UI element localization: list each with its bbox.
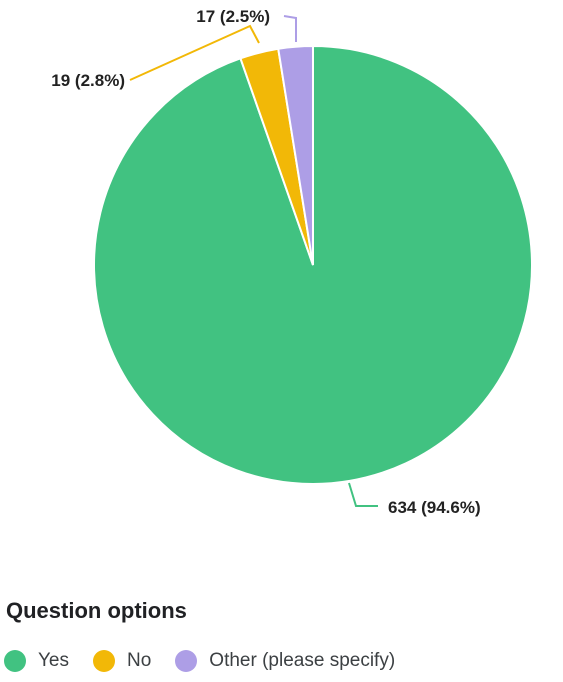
- pie-chart: 634 (94.6%) 19 (2.8%) 17 (2.5%): [51, 7, 533, 517]
- legend-title: Question options: [6, 598, 187, 623]
- leader-line-no: [129, 24, 260, 81]
- legend-label-other: Other (please specify): [209, 650, 396, 671]
- leader-line-other-please-specify: [283, 15, 297, 42]
- data-label-yes: 634 (94.6%): [388, 498, 481, 517]
- data-label-other-please-specify: 17 (2.5%): [196, 7, 270, 26]
- legend-item-yes[interactable]: Yes: [4, 650, 69, 672]
- legend: Yes No Other (please specify): [4, 650, 419, 672]
- legend-swatch-other: [175, 650, 198, 672]
- legend-item-other[interactable]: Other (please specify): [175, 650, 395, 672]
- legend-label-no: No: [127, 650, 152, 671]
- legend-swatch-no: [93, 650, 115, 672]
- legend-label-yes: Yes: [38, 650, 69, 671]
- leader-line-yes: [348, 482, 378, 507]
- pie-slice-other-please-specify[interactable]: [277, 44, 314, 266]
- legend-swatch-yes: [4, 650, 26, 672]
- legend-item-no[interactable]: No: [93, 650, 151, 672]
- data-label-no: 19 (2.8%): [51, 71, 125, 90]
